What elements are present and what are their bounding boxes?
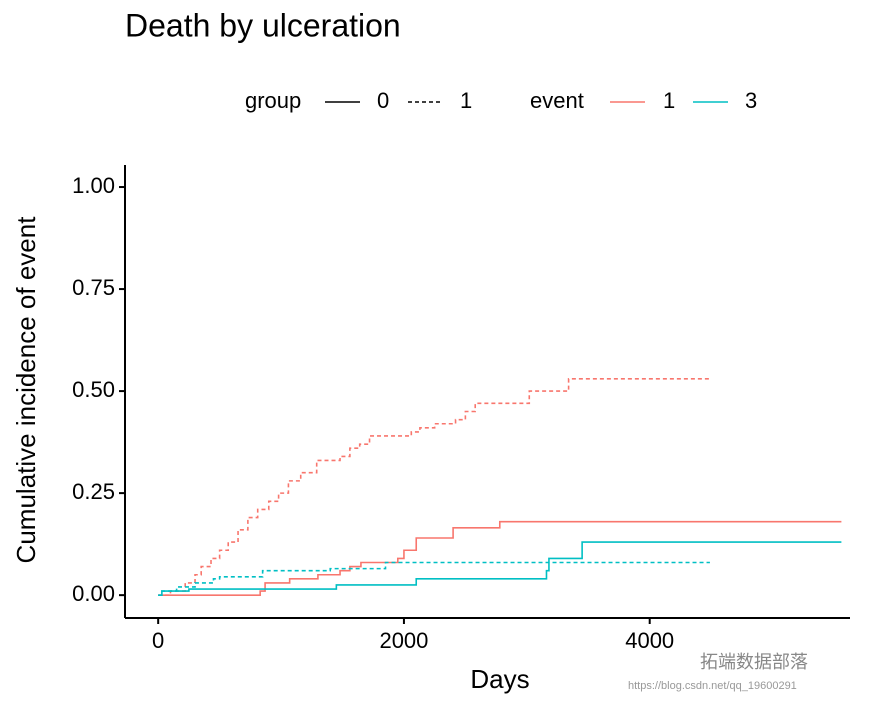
legend-label: 0 (377, 88, 389, 113)
y-tick-label: 0.75 (72, 275, 115, 300)
y-tick-label: 0.00 (72, 581, 115, 606)
legend-label: 1 (663, 88, 675, 113)
legend-label: 1 (460, 88, 472, 113)
watermark: https://blog.csdn.net/qq_19600291 (628, 680, 797, 692)
y-tick-label: 0.25 (72, 479, 115, 504)
legend-title: group (245, 88, 301, 113)
legend-title: event (530, 88, 584, 113)
y-axis-label: Cumulative incidence of event (11, 216, 41, 564)
step-line (158, 378, 710, 596)
y-tick-label: 1.00 (72, 173, 115, 198)
step-line (158, 541, 842, 596)
y-tick-label: 0.50 (72, 377, 115, 402)
x-tick-label: 2000 (379, 628, 428, 653)
x-axis-label: Days (470, 664, 529, 694)
chart-title: Death by ulceration (125, 7, 401, 43)
legend-label: 3 (745, 88, 757, 113)
step-line (158, 520, 842, 596)
x-tick-label: 4000 (625, 628, 674, 653)
x-tick-label: 0 (152, 628, 164, 653)
watermark: 拓端数据部落 (700, 652, 808, 672)
